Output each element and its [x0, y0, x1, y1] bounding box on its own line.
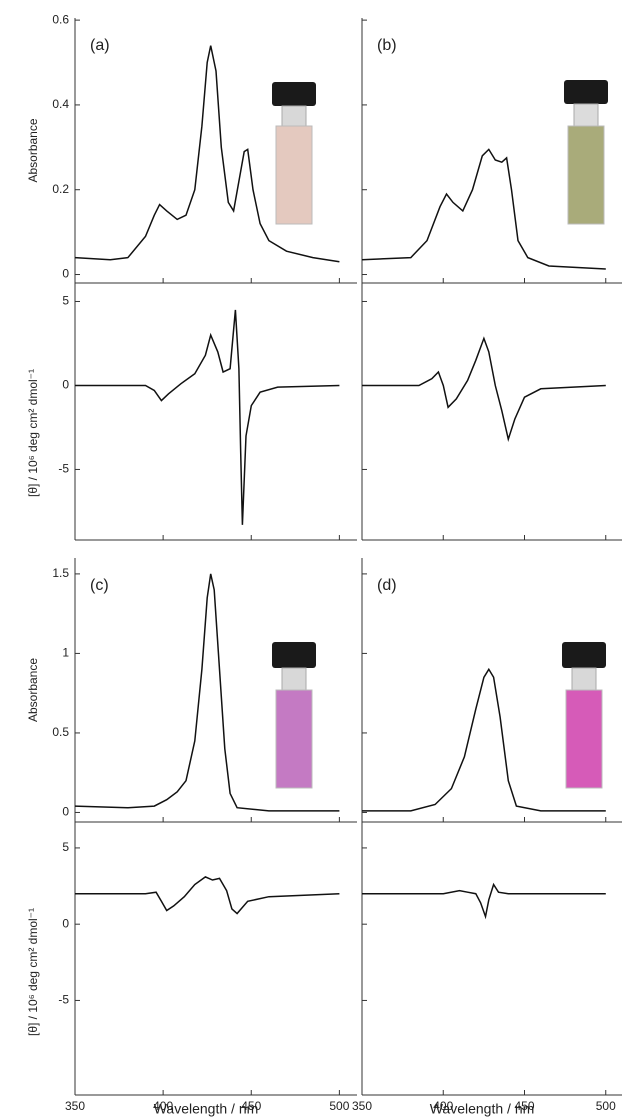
spectrum-line	[361, 148, 606, 270]
vial-c	[272, 642, 316, 789]
y-tick-label: 0.6	[52, 12, 69, 26]
y-axis-label: Absorbance	[26, 118, 40, 182]
spectrum-line	[362, 667, 606, 812]
x-tick-label: 400	[433, 1099, 453, 1113]
y-tick-label: -5	[58, 993, 69, 1007]
y-tick-label: 0	[62, 805, 69, 819]
y-axis-label: [θ] / 10⁶ deg cm² dmol⁻¹	[26, 369, 40, 497]
y-tick-label: 5	[62, 840, 69, 854]
vial-b	[564, 80, 608, 225]
spectrum-line	[75, 309, 340, 525]
panel-label: (a)	[90, 37, 110, 54]
y-tick-label: 0.2	[52, 182, 69, 196]
y-tick-label: 0	[62, 378, 69, 392]
x-tick-label: 400	[153, 1099, 173, 1113]
x-tick-label: 450	[241, 1099, 261, 1113]
x-tick-label: 350	[65, 1099, 85, 1113]
spectrum-line	[362, 882, 606, 920]
panel-label: (c)	[90, 577, 109, 594]
x-axis-label: Wavelength / nm	[154, 1101, 259, 1117]
y-tick-label: 1	[62, 646, 69, 660]
spectrum-line	[75, 876, 340, 915]
x-tick-label: 500	[596, 1099, 616, 1113]
y-tick-label: 0	[62, 916, 69, 930]
y-tick-label: 5	[62, 294, 69, 308]
spectrum-line	[74, 45, 340, 263]
x-tick-label: 350	[352, 1099, 372, 1113]
x-axis-label: Wavelength / nm	[430, 1101, 535, 1117]
y-tick-label: -5	[58, 462, 69, 476]
y-tick-label: 0.4	[52, 97, 69, 111]
spectrum-line	[362, 336, 606, 443]
y-axis-label: Absorbance	[26, 658, 40, 722]
y-tick-label: 0.5	[52, 725, 69, 739]
y-tick-label: 0	[62, 267, 69, 281]
vial-d	[562, 642, 606, 789]
vial-a	[272, 82, 316, 225]
x-tick-label: 450	[514, 1099, 534, 1113]
y-tick-label: 1.5	[52, 566, 69, 580]
spectrum-line	[74, 573, 340, 812]
panel-label: (d)	[377, 577, 397, 594]
y-axis-label: [θ] / 10⁶ deg cm² dmol⁻¹	[26, 908, 40, 1036]
x-tick-label: 500	[329, 1099, 349, 1113]
panel-label: (b)	[377, 37, 397, 54]
